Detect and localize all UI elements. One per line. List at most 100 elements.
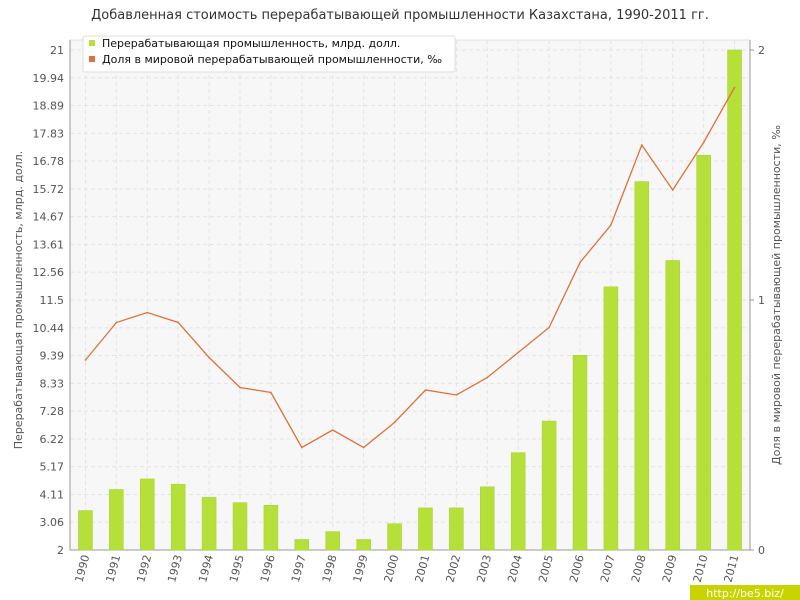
line-point-1991 [115,321,118,324]
legend-label-line: Доля в мировой перерабатывающей промышле… [102,53,442,66]
x-tick-label: 1995 [227,553,247,583]
y-tick-left-label: 21 [50,44,64,57]
x-tick-label: 2009 [660,553,680,583]
y-tick-left-label: 2 [57,544,64,557]
line-point-2003 [486,376,489,379]
bar-2000 [387,523,402,551]
x-tick-label: 2003 [474,553,494,583]
x-axis-ticks: 1990 1991 1992 1993 1994 1995 1996 1997 1998 1999… [73,553,742,583]
y-tick-left-label: 10.44 [33,322,65,335]
bar-2002 [449,507,464,551]
bar-2008 [634,181,650,551]
x-tick-label: 1991 [103,553,123,583]
line-point-1995 [239,386,241,389]
legend-label-bars: Перерабатывающая промышленность, млрд. д… [102,37,400,50]
line-point-1996 [270,391,272,394]
x-tick-label: 1997 [289,553,309,583]
x-tick-label: 2004 [505,553,525,583]
line-series [84,86,736,449]
legend-swatch-line [89,56,95,62]
line-point-2007 [610,224,612,226]
x-tick-label: 2001 [413,553,433,583]
y-tick-left-label: 19.94 [33,72,65,85]
y-tick-left-label: 9.39 [40,350,65,363]
bar-1999 [356,539,371,551]
x-tick-label: 2007 [598,553,618,583]
y-tick-left-label: 11.5 [40,294,65,307]
x-tick-label: 2005 [536,553,556,583]
bar-1998 [325,531,340,551]
x-tick-label: 2002 [443,553,463,583]
y-tick-left-label: 6.22 [40,433,65,446]
line-point-2009 [671,189,674,191]
legend: Перерабатывающая промышленность, млрд. д… [82,35,456,73]
y-tick-left-label: 16.78 [33,155,65,168]
bar-2010 [696,155,711,551]
y-tick-left-label: 5.17 [40,461,65,474]
bar-2003 [480,486,495,551]
chart-title: Добавленная стоимость перерабатывающей п… [91,8,709,23]
line-point-2005 [548,326,550,329]
x-tick-label: 1990 [73,553,93,583]
x-tick-label: 1996 [258,553,278,583]
y-axis-left-ticks: 2 3.06 4.11 5.17 6.22 7.28 8.33 9.39 10.44 11.5 12… [33,44,65,557]
line-point-2004 [517,351,519,354]
bar-2009 [665,260,680,551]
y-tick-right-label: 2 [758,44,765,57]
y-axis-right-title: Доля в мировой перерабатывающей промышле… [770,125,783,465]
line-point-1993 [177,321,179,324]
x-tick-label: 1993 [165,553,185,583]
x-tick-label: 1992 [134,553,154,583]
x-tick-label: 2006 [567,553,587,583]
legend-swatch-bars [89,40,95,46]
x-tick-label: 1994 [196,553,216,583]
bar-2005 [541,420,557,551]
y-tick-left-label: 14.67 [33,211,65,224]
grid [69,40,751,551]
line-point-2006 [579,261,581,264]
bar-1997 [294,539,310,551]
line-point-2010 [702,141,705,144]
bar-1993 [170,483,186,551]
bar-2004 [510,452,526,551]
line-point-2011 [733,86,736,89]
y-tick-left-label: 4.11 [40,488,65,501]
x-tick-label: 1998 [320,553,340,583]
line-point-1994 [208,356,210,359]
x-tick-label: 1999 [351,553,371,583]
line-point-2000 [393,421,396,424]
line-point-2002 [455,394,458,396]
y-tick-left-label: 17.83 [33,127,65,140]
bar-2001 [418,507,433,551]
line-point-1990 [84,359,87,361]
bar-2006 [572,355,588,551]
x-tick-label: 2008 [629,553,649,583]
line-point-1999 [362,446,365,449]
y-axis-right-ticks: 0 1 2 [750,44,765,557]
line-point-2008 [641,144,643,146]
line-point-2001 [424,389,427,391]
x-tick-label: 2010 [691,553,711,583]
bar-1990 [78,510,93,551]
line-point-1998 [331,429,334,431]
y-tick-left-label: 13.61 [33,238,65,251]
y-tick-right-label: 1 [758,294,765,307]
x-tick-label: 2011 [722,553,742,583]
bar-1992 [140,478,155,551]
y-tick-left-label: 18.89 [33,100,65,113]
y-tick-left-label: 7.28 [40,405,65,418]
y-axis-left-title: Перерабатывающая промышленность, млрд. д… [12,151,25,449]
bar-1991 [109,489,124,551]
line-point-1997 [301,446,303,449]
bar-1994 [201,497,217,551]
y-tick-left-label: 8.33 [40,377,65,390]
bar-2007 [603,286,619,551]
svg-text:http://be5.biz/: http://be5.biz/ [706,587,784,600]
bar-1995 [232,502,248,551]
bar-1996 [263,505,279,551]
line-point-1992 [146,311,149,314]
line-path [84,87,736,449]
x-tick-label: 2000 [382,553,402,583]
legend-box [82,35,456,73]
